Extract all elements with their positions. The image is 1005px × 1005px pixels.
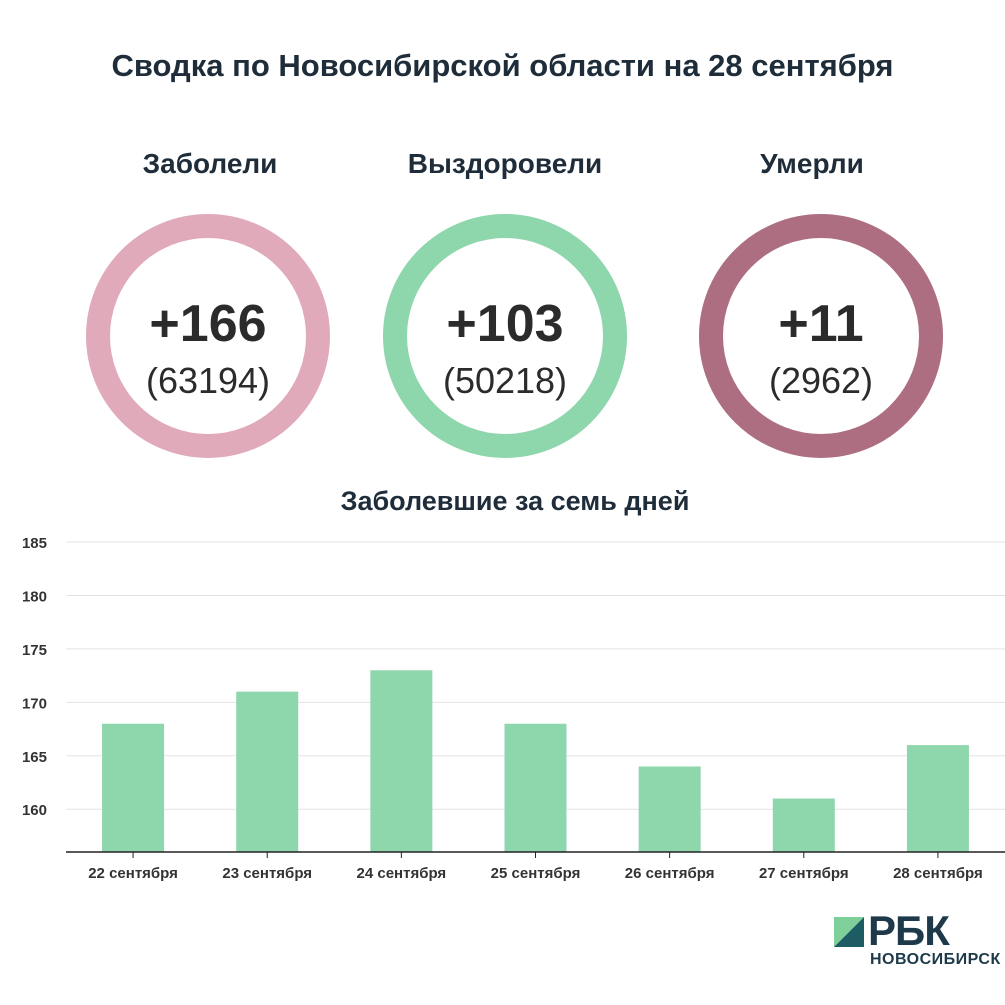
x-tick-label: 23 сентября xyxy=(222,865,312,882)
page-title: Сводка по Новосибирской области на 28 се… xyxy=(111,48,894,83)
bar-4 xyxy=(504,723,567,852)
logo-subtitle: НОВОСИБИРСК xyxy=(870,951,1001,968)
bar-2 xyxy=(236,691,299,852)
bar-7 xyxy=(906,745,969,852)
x-tick-label: 28 сентября xyxy=(893,865,983,882)
deaths-label: Умерли xyxy=(760,148,864,179)
bar-chart: 160 165 170 175 180 185 22 сентября 23 сентября… xyxy=(22,535,1005,882)
bar-1 xyxy=(102,723,165,852)
logo-brand: РБК xyxy=(868,907,950,954)
recovered-delta: +103 xyxy=(446,295,564,353)
y-tick-label: 170 xyxy=(22,695,47,712)
x-tick-label: 25 сентября xyxy=(491,865,581,882)
infected-total: (63194) xyxy=(145,360,271,401)
bar-6 xyxy=(772,798,835,852)
x-tick-label: 24 сентября xyxy=(357,865,447,882)
bar-5 xyxy=(638,766,701,852)
y-tick-label: 185 xyxy=(22,535,47,552)
y-tick-label: 160 xyxy=(22,802,47,819)
deaths-delta: +11 xyxy=(778,295,864,353)
bar-3 xyxy=(370,670,433,852)
deaths-total: (2962) xyxy=(768,360,874,401)
recovered-total: (50218) xyxy=(442,360,568,401)
x-tick-label: 26 сентября xyxy=(625,865,715,882)
x-tick-label: 22 сентября xyxy=(88,865,178,882)
y-tick-label: 180 xyxy=(22,588,47,605)
recovered-ring: +103 (50218) xyxy=(383,214,627,458)
infected-label: Заболели xyxy=(142,148,278,179)
deaths-ring: +11 (2962) xyxy=(699,214,943,458)
infected-ring: +166 (63194) xyxy=(86,214,330,458)
recovered-label: Выздоровели xyxy=(407,148,603,179)
y-tick-label: 165 xyxy=(22,749,47,766)
rbc-logo-icon xyxy=(834,917,864,947)
chart-title: Заболевшие за семь дней xyxy=(340,486,690,516)
y-tick-label: 175 xyxy=(22,642,47,659)
x-tick-label: 27 сентября xyxy=(759,865,849,882)
infected-delta: +166 xyxy=(149,295,267,353)
